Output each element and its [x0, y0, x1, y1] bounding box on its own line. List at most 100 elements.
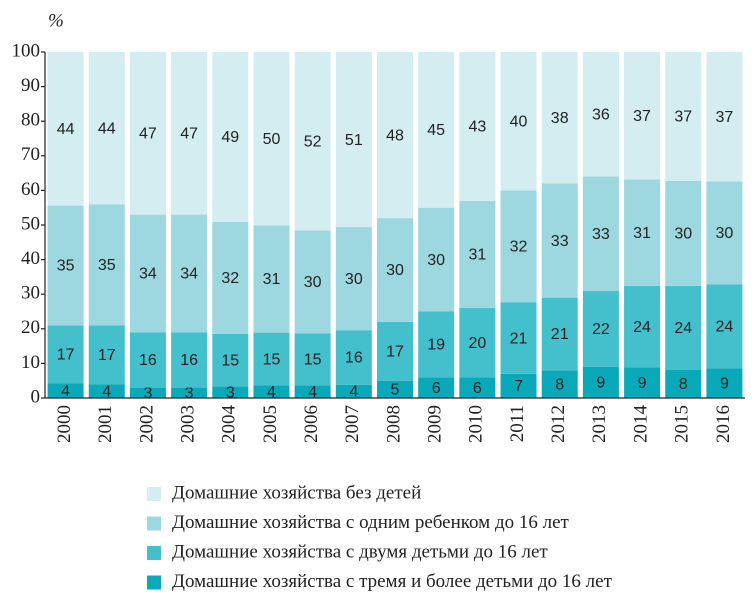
- value-label: 24: [633, 319, 651, 336]
- x-tick-label: 2000: [54, 405, 75, 443]
- bar-segment: [129, 52, 166, 215]
- value-label: 15: [263, 351, 281, 368]
- value-label: 16: [180, 352, 198, 369]
- bar-segment: [294, 385, 331, 398]
- value-label: 51: [345, 132, 363, 149]
- x-tick-label: 2011: [507, 405, 528, 442]
- value-label: 15: [304, 352, 322, 369]
- value-label: 24: [716, 319, 734, 336]
- bar-segment: [212, 221, 249, 334]
- value-label: 6: [432, 380, 441, 397]
- value-label: 16: [345, 350, 363, 367]
- value-label: 4: [267, 384, 276, 401]
- bar-segment: [624, 179, 661, 286]
- bar-segment: [665, 285, 702, 370]
- value-label: 44: [57, 121, 75, 138]
- legend-label: Домашние хозяйства без детей: [172, 482, 421, 503]
- value-label: 30: [674, 226, 692, 243]
- y-tick-label: 100: [12, 40, 41, 61]
- x-tick-label: 2009: [425, 405, 446, 443]
- value-label: 37: [716, 109, 734, 126]
- value-label: 24: [674, 320, 692, 337]
- bar-segment: [706, 181, 743, 285]
- y-tick-label: 70: [21, 144, 40, 165]
- bar-segment: [171, 214, 208, 333]
- value-label: 44: [98, 120, 116, 137]
- bar-segment: [459, 200, 496, 309]
- bar-segment: [129, 387, 166, 398]
- bar-segment: [47, 205, 84, 326]
- value-label: 35: [57, 258, 75, 275]
- bar-segment: [377, 52, 413, 219]
- x-tick-label: 2014: [630, 405, 651, 444]
- bar-segment: [212, 52, 249, 222]
- y-tick-label: 10: [21, 352, 40, 373]
- y-tick-label: 0: [31, 386, 41, 407]
- value-label: 52: [304, 133, 322, 150]
- value-label: 43: [468, 119, 486, 136]
- value-label: 21: [510, 330, 528, 347]
- value-label: 47: [180, 126, 198, 143]
- value-label: 8: [679, 376, 688, 393]
- bar-segment: [706, 284, 743, 369]
- bar-segment: [88, 204, 125, 326]
- value-label: 30: [716, 225, 734, 242]
- bar-segment: [294, 333, 331, 386]
- value-label: 32: [221, 270, 239, 287]
- bar-segment: [377, 380, 413, 398]
- bar-segment: [88, 384, 125, 398]
- bar-segment: [500, 52, 537, 191]
- value-label: 45: [427, 122, 445, 139]
- y-tick-label: 90: [21, 75, 40, 96]
- value-label: 4: [102, 383, 111, 400]
- value-label: 32: [510, 239, 528, 256]
- bar-segment: [665, 52, 702, 181]
- value-label: 3: [226, 384, 235, 401]
- value-label: 19: [427, 337, 445, 354]
- bar-segment: [129, 214, 166, 333]
- bar-segment: [47, 52, 84, 206]
- value-label: 4: [61, 383, 70, 400]
- legend-label: Домашние хозяйства с двумя детьми до 16 …: [172, 541, 548, 562]
- value-label: 17: [98, 347, 116, 364]
- bar-segment: [253, 385, 290, 398]
- legend-label: Домашние хозяйства с одним ребенком до 1…: [172, 512, 570, 533]
- y-tick-label: 50: [21, 213, 40, 234]
- value-label: 30: [345, 271, 363, 288]
- x-tick-label: 2007: [342, 405, 363, 443]
- value-label: 47: [139, 126, 157, 143]
- x-tick-label: 2005: [260, 405, 281, 443]
- value-label: 6: [473, 380, 482, 397]
- x-tick-label: 2002: [136, 405, 157, 443]
- bar-segment: [541, 52, 578, 184]
- bar-segment: [129, 332, 166, 388]
- value-label: 20: [468, 335, 486, 352]
- bar-segment: [541, 183, 578, 298]
- bar-segment: [88, 52, 125, 205]
- value-label: 36: [592, 106, 610, 123]
- bar-segment: [706, 52, 743, 182]
- bar-segment: [171, 387, 208, 398]
- bar-segment: [500, 190, 537, 303]
- value-label: 3: [185, 385, 194, 402]
- bar-segment: [459, 377, 496, 398]
- value-label: 34: [180, 266, 198, 283]
- legend-swatch: [147, 546, 161, 560]
- value-label: 22: [592, 321, 610, 338]
- x-tick-label: 2013: [589, 405, 610, 443]
- value-label: 4: [349, 384, 358, 401]
- legend-label: Домашние хозяйства с тремя и более детьм…: [172, 571, 613, 592]
- bar-segment: [88, 325, 125, 385]
- x-tick-label: 2016: [713, 405, 734, 443]
- value-label: 38: [551, 110, 569, 127]
- x-tick-label: 2012: [548, 405, 569, 443]
- value-label: 33: [551, 233, 569, 250]
- legend-swatch: [147, 487, 161, 501]
- bar-segment: [47, 383, 84, 398]
- bar-segment: [418, 311, 455, 378]
- value-label: 30: [304, 274, 322, 291]
- value-label: 31: [468, 247, 486, 264]
- bar-segment: [253, 225, 290, 333]
- value-label: 35: [98, 257, 116, 274]
- bar-segment: [706, 368, 743, 398]
